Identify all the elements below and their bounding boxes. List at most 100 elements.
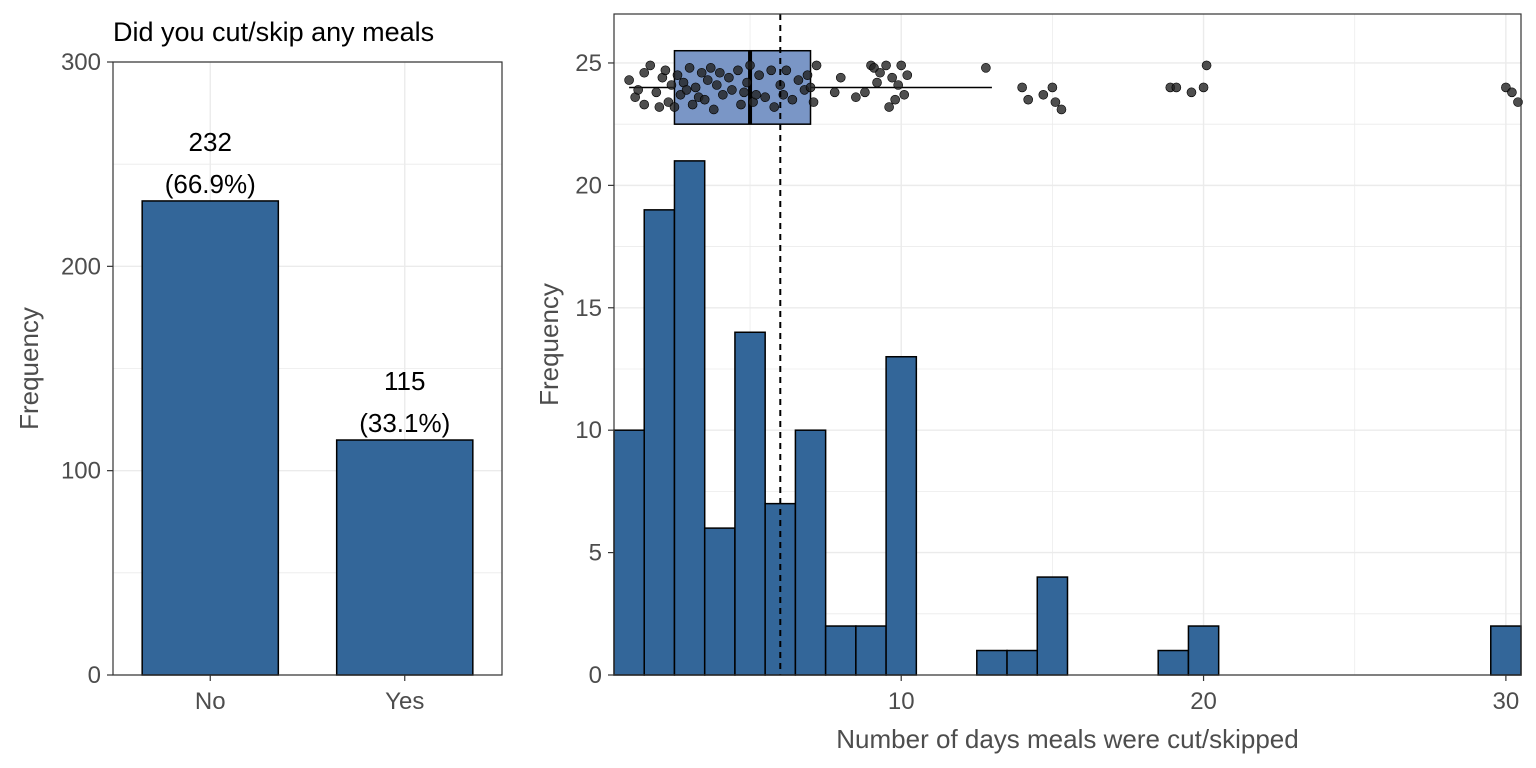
jitter-point <box>887 72 897 83</box>
jitter-point <box>1023 94 1033 105</box>
histogram-y-ticks: 0 5 10 15 20 25 <box>575 50 614 689</box>
x-tick-label: 20 <box>1190 688 1217 715</box>
y-tick-label: 100 <box>61 458 101 485</box>
jitter-point <box>736 99 746 110</box>
bar-count-label: 232 <box>189 127 232 157</box>
jitter-point <box>808 97 819 107</box>
bar-chart-y-axis-label: Frequency <box>14 307 44 430</box>
jitter-point <box>715 67 725 78</box>
y-tick-label: 25 <box>575 50 602 77</box>
histogram-bar <box>1036 576 1069 676</box>
jitter-point <box>766 65 777 76</box>
jitter-point <box>981 63 991 73</box>
x-tick-label: 10 <box>888 688 915 715</box>
jitter-point <box>899 89 910 100</box>
jitter-point <box>718 89 728 100</box>
bar-count-label: 115 <box>384 366 425 396</box>
jitter-point <box>802 70 813 81</box>
bar-percent-label: (33.1%) <box>359 408 450 438</box>
jitter-point <box>739 87 749 98</box>
histogram-x-axis-label: Number of days meals were cut/skipped <box>836 724 1298 754</box>
jitter-point <box>860 87 870 98</box>
jitter-point <box>651 87 662 98</box>
histogram-bar <box>824 625 857 676</box>
histogram-bar <box>794 429 827 676</box>
jitter-point <box>708 104 719 115</box>
jitter-point <box>781 65 792 76</box>
y-tick-label: 5 <box>589 540 602 567</box>
jitter-point <box>684 63 695 73</box>
jitter-point <box>654 102 665 112</box>
x-tick-label: Yes <box>385 688 424 715</box>
meal-skip-bar-chart: Did you cut/skip any meals 232 (66.9%) 115… <box>14 17 503 715</box>
jitter-point <box>733 65 743 76</box>
jitter-point <box>666 80 677 90</box>
jitter-point <box>702 75 713 85</box>
jitter-point <box>645 60 656 71</box>
histogram-x-ticks: 10 20 30 <box>888 675 1519 715</box>
jitter-point <box>745 60 755 71</box>
jitter-point <box>742 77 752 88</box>
jitter-point <box>1056 104 1067 115</box>
y-tick-label: 300 <box>61 49 101 76</box>
chart-title: Did you cut/skip any meals <box>113 17 434 47</box>
jitter-point <box>711 80 722 90</box>
x-tick-label: No <box>195 688 226 715</box>
y-tick-label: 0 <box>589 662 602 689</box>
jitter-point <box>754 70 764 81</box>
jitter-point <box>1198 82 1209 93</box>
jitter-points <box>624 60 1523 115</box>
jitter-point <box>669 102 680 112</box>
jitter-point <box>639 99 650 110</box>
histogram-bar <box>734 331 766 676</box>
jitter-point <box>639 67 650 78</box>
jitter-point <box>787 94 798 105</box>
histogram-y-axis-label: Frequency <box>534 283 564 406</box>
jitter-point <box>1186 87 1197 98</box>
jitter-point <box>896 60 907 71</box>
jitter-point <box>699 94 710 105</box>
jitter-point <box>902 70 913 81</box>
jitter-point <box>805 82 816 93</box>
bar-chart-x-ticks: No Yes <box>195 675 424 715</box>
jitter-point <box>851 92 861 103</box>
jitter-point <box>705 63 716 73</box>
histogram-bar <box>1490 625 1522 676</box>
bar-no <box>141 200 280 676</box>
x-tick-label: 30 <box>1493 688 1520 715</box>
histogram-bar <box>703 527 736 676</box>
histogram-bar <box>976 649 1008 676</box>
days-skipped-histogram: 0 5 10 15 20 25 10 20 30 Number of days meals w… <box>534 13 1523 754</box>
histogram-bar <box>855 625 887 676</box>
jitter-point <box>893 80 903 90</box>
jitter-point <box>835 72 846 83</box>
histogram-bar <box>673 160 706 676</box>
jitter-point <box>769 102 780 112</box>
bar-data-labels: 232 (66.9%) 115 (33.1%) <box>165 127 451 438</box>
jitter-point <box>1513 97 1523 107</box>
jitter-point <box>881 60 891 71</box>
jitter-point <box>811 60 822 71</box>
histogram-bar <box>613 429 645 676</box>
jitter-point <box>751 89 761 100</box>
jitter-point <box>875 67 885 78</box>
jitter-point <box>1050 97 1061 107</box>
jitter-point <box>1171 82 1182 93</box>
histogram-bar <box>1157 649 1190 676</box>
bar-series <box>141 200 474 676</box>
jitter-point <box>890 94 900 105</box>
jitter-point <box>872 77 882 88</box>
jitter-point <box>687 99 698 110</box>
jitter-point <box>624 75 634 85</box>
y-tick-label: 15 <box>575 295 602 322</box>
bar-yes <box>335 439 474 676</box>
jitter-point <box>1038 89 1049 100</box>
jitter-point <box>1047 82 1058 93</box>
bar-chart-y-ticks: 0 100 200 300 <box>61 49 113 689</box>
histogram-panel-border <box>613 13 1522 676</box>
y-tick-label: 0 <box>88 662 101 689</box>
y-tick-label: 10 <box>575 417 602 444</box>
jitter-point <box>672 70 683 81</box>
jitter-point <box>829 87 840 98</box>
